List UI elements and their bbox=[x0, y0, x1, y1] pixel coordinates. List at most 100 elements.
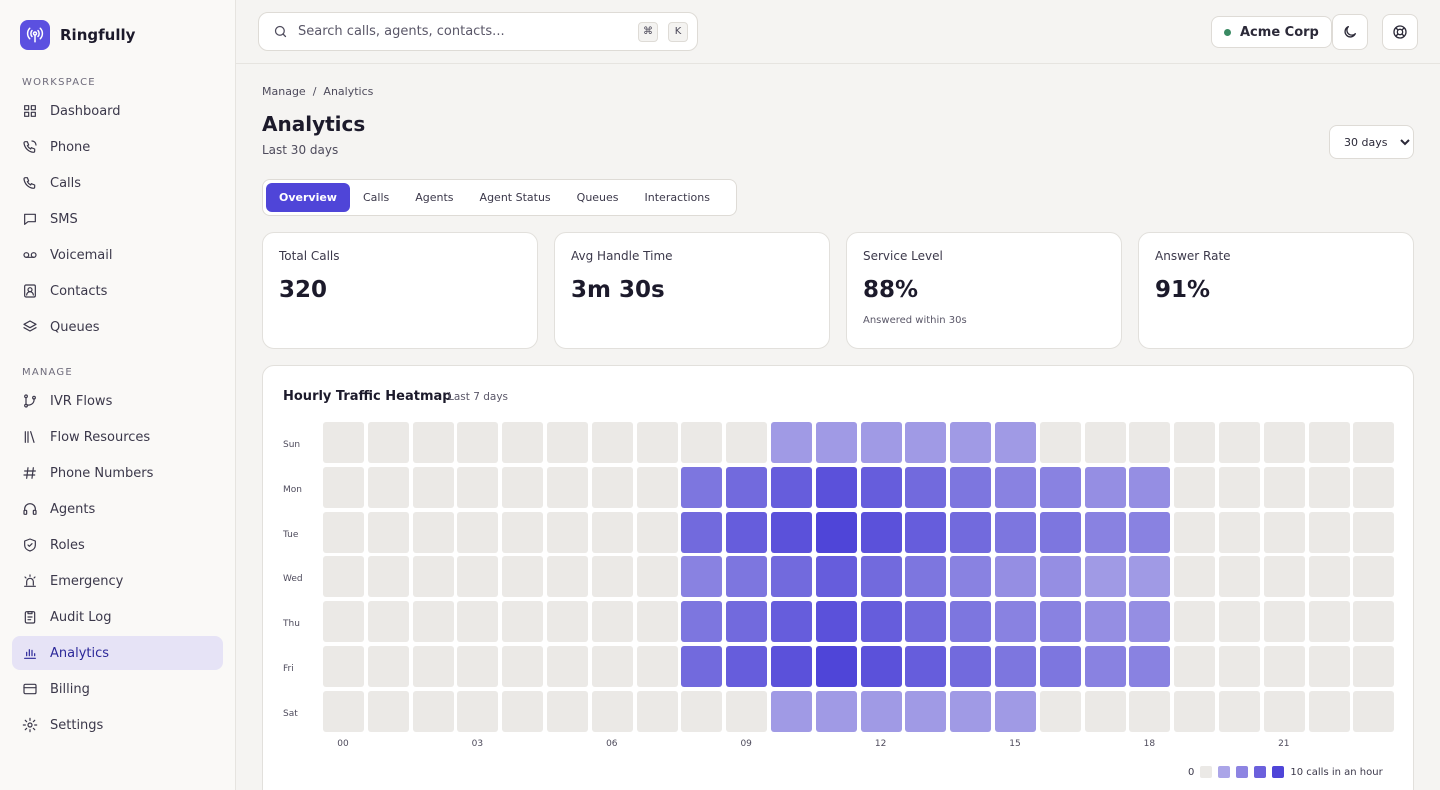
heatmap-cell[interactable] bbox=[1039, 690, 1081, 732]
heatmap-cell[interactable] bbox=[457, 646, 499, 687]
heatmap-cell[interactable] bbox=[1039, 601, 1081, 643]
heatmap-cell[interactable] bbox=[950, 556, 992, 598]
heatmap-cell[interactable] bbox=[681, 466, 723, 508]
heatmap-cell[interactable] bbox=[591, 422, 633, 463]
heatmap-cell[interactable] bbox=[323, 422, 364, 463]
heatmap-cell[interactable] bbox=[1129, 422, 1171, 463]
sidebar-item-voicemail[interactable]: Voicemail bbox=[12, 238, 223, 272]
heatmap-cell[interactable] bbox=[367, 466, 409, 508]
heatmap-cell[interactable] bbox=[412, 466, 454, 508]
sidebar-item-queues[interactable]: Queues bbox=[12, 310, 223, 344]
heatmap-cell[interactable] bbox=[905, 511, 947, 553]
heatmap-cell[interactable] bbox=[502, 511, 544, 553]
tab-calls[interactable]: Calls bbox=[362, 191, 390, 204]
sidebar-item-dashboard[interactable]: Dashboard bbox=[12, 94, 223, 128]
heatmap-cell[interactable] bbox=[636, 556, 678, 598]
heatmap-cell[interactable] bbox=[547, 690, 588, 732]
heatmap-cell[interactable] bbox=[457, 601, 499, 643]
heatmap-cell[interactable] bbox=[1263, 466, 1305, 508]
heatmap-cell[interactable] bbox=[950, 690, 992, 732]
sidebar-item-analytics[interactable]: Analytics bbox=[12, 636, 223, 670]
heatmap-cell[interactable] bbox=[905, 556, 947, 598]
heatmap-cell[interactable] bbox=[771, 511, 812, 553]
heatmap-cell[interactable] bbox=[950, 422, 992, 463]
heatmap-cell[interactable] bbox=[681, 511, 723, 553]
heatmap-cell[interactable] bbox=[1308, 422, 1350, 463]
heatmap-cell[interactable] bbox=[726, 556, 768, 598]
heatmap-cell[interactable] bbox=[1174, 646, 1216, 687]
sidebar-item-settings[interactable]: Settings bbox=[12, 708, 223, 742]
heatmap-cell[interactable] bbox=[815, 601, 857, 643]
heatmap-cell[interactable] bbox=[771, 690, 812, 732]
heatmap-cell[interactable] bbox=[323, 556, 364, 598]
sidebar-item-roles[interactable]: Roles bbox=[12, 528, 223, 562]
heatmap-cell[interactable] bbox=[726, 466, 768, 508]
sidebar-item-flow-resources[interactable]: Flow Resources bbox=[12, 420, 223, 454]
heatmap-cell[interactable] bbox=[591, 601, 633, 643]
heatmap-cell[interactable] bbox=[995, 422, 1036, 463]
heatmap-cell[interactable] bbox=[1353, 466, 1395, 508]
heatmap-cell[interactable] bbox=[771, 466, 812, 508]
heatmap-cell[interactable] bbox=[1084, 690, 1126, 732]
heatmap-cell[interactable] bbox=[950, 511, 992, 553]
heatmap-cell[interactable] bbox=[995, 601, 1036, 643]
heatmap-cell[interactable] bbox=[412, 511, 454, 553]
sidebar-item-ivr-flows[interactable]: IVR Flows bbox=[12, 384, 223, 418]
heatmap-cell[interactable] bbox=[860, 422, 902, 463]
heatmap-cell[interactable] bbox=[1039, 646, 1081, 687]
heatmap-cell[interactable] bbox=[995, 646, 1036, 687]
heatmap-cell[interactable] bbox=[1174, 601, 1216, 643]
heatmap-cell[interactable] bbox=[547, 556, 588, 598]
heatmap-cell[interactable] bbox=[547, 601, 588, 643]
heatmap-cell[interactable] bbox=[1219, 556, 1260, 598]
heatmap-cell[interactable] bbox=[1174, 511, 1216, 553]
heatmap-cell[interactable] bbox=[636, 466, 678, 508]
heatmap-cell[interactable] bbox=[1174, 422, 1216, 463]
heatmap-cell[interactable] bbox=[1308, 556, 1350, 598]
tab-queues[interactable]: Queues bbox=[576, 191, 619, 204]
heatmap-cell[interactable] bbox=[502, 422, 544, 463]
heatmap-cell[interactable] bbox=[1129, 511, 1171, 553]
heatmap-cell[interactable] bbox=[726, 690, 768, 732]
heatmap-cell[interactable] bbox=[1129, 690, 1171, 732]
heatmap-cell[interactable] bbox=[815, 466, 857, 508]
heatmap-cell[interactable] bbox=[1129, 646, 1171, 687]
heatmap-cell[interactable] bbox=[726, 601, 768, 643]
heatmap-cell[interactable] bbox=[1129, 466, 1171, 508]
heatmap-cell[interactable] bbox=[636, 601, 678, 643]
heatmap-cell[interactable] bbox=[1039, 556, 1081, 598]
heatmap-cell[interactable] bbox=[681, 601, 723, 643]
heatmap-cell[interactable] bbox=[771, 601, 812, 643]
heatmap-cell[interactable] bbox=[905, 690, 947, 732]
heatmap-cell[interactable] bbox=[636, 511, 678, 553]
heatmap-cell[interactable] bbox=[950, 646, 992, 687]
org-switcher[interactable]: Acme Corp bbox=[1211, 16, 1332, 48]
heatmap-cell[interactable] bbox=[412, 646, 454, 687]
heatmap-cell[interactable] bbox=[1263, 690, 1305, 732]
heatmap-cell[interactable] bbox=[1353, 601, 1395, 643]
heatmap-cell[interactable] bbox=[905, 422, 947, 463]
heatmap-cell[interactable] bbox=[905, 466, 947, 508]
heatmap-cell[interactable] bbox=[1039, 511, 1081, 553]
heatmap-cell[interactable] bbox=[591, 646, 633, 687]
tab-agents[interactable]: Agents bbox=[415, 191, 454, 204]
tab-interactions[interactable]: Interactions bbox=[644, 191, 710, 204]
heatmap-cell[interactable] bbox=[815, 646, 857, 687]
heatmap-cell[interactable] bbox=[323, 646, 364, 687]
heatmap-cell[interactable] bbox=[502, 690, 544, 732]
sidebar-item-agents[interactable]: Agents bbox=[12, 492, 223, 526]
heatmap-cell[interactable] bbox=[412, 422, 454, 463]
heatmap-cell[interactable] bbox=[367, 690, 409, 732]
tab-overview[interactable]: Overview bbox=[266, 183, 350, 212]
heatmap-cell[interactable] bbox=[502, 556, 544, 598]
brand[interactable]: Ringfully bbox=[20, 20, 135, 50]
date-range-select[interactable]: 30 days bbox=[1329, 125, 1414, 159]
heatmap-cell[interactable] bbox=[1084, 511, 1126, 553]
heatmap-cell[interactable] bbox=[1353, 511, 1395, 553]
heatmap-cell[interactable] bbox=[547, 466, 588, 508]
heatmap-cell[interactable] bbox=[502, 601, 544, 643]
heatmap-cell[interactable] bbox=[1174, 556, 1216, 598]
sidebar-item-calls[interactable]: Calls bbox=[12, 166, 223, 200]
heatmap-cell[interactable] bbox=[412, 601, 454, 643]
heatmap-cell[interactable] bbox=[726, 646, 768, 687]
